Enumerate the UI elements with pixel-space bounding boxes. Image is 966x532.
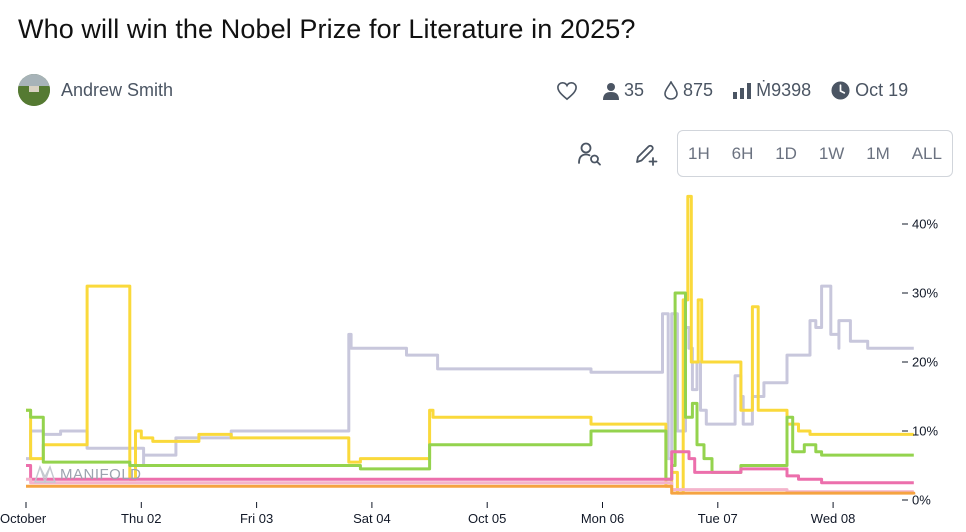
author-name: Andrew Smith [61,79,174,100]
series-line-4[interactable] [26,477,914,494]
avatar [18,74,50,106]
range-1m[interactable]: 1M [866,143,890,163]
x-tick-label: Oct 05 [468,511,506,526]
y-tick-label: 20% [912,355,938,370]
range-6h[interactable]: 6H [731,143,754,163]
y-tick-label: 0% [912,493,931,508]
range-all[interactable]: ALL [911,143,942,163]
y-tick-label: 40% [912,217,938,232]
x-tick-label: Wed 08 [811,511,856,526]
close-date: Oct 19 [855,80,909,100]
author-link[interactable]: Andrew Smith [18,74,173,106]
watermark-text: MANIFOLD [60,465,142,483]
x-tick-label: October [0,511,47,526]
y-tick-label: 30% [912,286,938,301]
traders-stat[interactable]: 35 [603,80,644,101]
range-1h[interactable]: 1H [688,143,710,163]
range-1w[interactable]: 1W [818,143,845,163]
add-annotation-icon[interactable] [633,141,659,167]
droplet-icon [664,81,678,100]
series-line-0[interactable] [26,284,914,467]
y-axis: 0% 10% 20% 30% 40% [902,217,938,508]
probability-chart[interactable]: 0% 10% 20% 30% 40% October Thu 02 Fri 03 Sat 04… [0,180,966,532]
heart-icon [557,81,577,100]
user-search-icon[interactable] [577,141,603,167]
market-stats: 35 875 Ṁ9398 Oct 19 [556,80,908,101]
series-line-2[interactable] [26,291,914,481]
like-button[interactable] [556,81,583,101]
manifold-watermark: MANIFOLD [34,465,142,483]
user-icon [603,82,619,100]
y-tick-label: 10% [912,424,938,439]
liquidity-stat[interactable]: 875 [664,80,713,101]
x-tick-label: Fri 03 [240,511,273,526]
manifold-logo-icon [34,465,56,483]
clock-icon [831,81,850,100]
page-title: Who will win the Nobel Prize for Literat… [18,14,636,44]
series-line-3[interactable] [26,450,914,485]
traders-count: 35 [624,80,645,100]
x-tick-label: Mon 06 [581,511,624,526]
volume-stat[interactable]: Ṁ9398 [733,80,811,101]
x-tick-label: Tue 07 [698,511,738,526]
time-range-selector: 1H 6H 1D 1W 1M ALL [677,130,953,177]
range-1d[interactable]: 1D [775,143,797,163]
liquidity-value: 875 [683,80,714,100]
series-line-5[interactable] [26,484,916,495]
x-tick-label: Sat 04 [353,511,391,526]
series-line-1[interactable] [26,194,914,495]
x-tick-label: Thu 02 [121,511,161,526]
bar-chart-icon [733,82,752,99]
series-layer [26,194,916,495]
x-axis: October Thu 02 Fri 03 Sat 04 Oct 05 Mon 06 Tue… [0,502,855,526]
close-date-stat[interactable]: Oct 19 [831,80,908,101]
volume-value: Ṁ9398 [756,80,812,100]
